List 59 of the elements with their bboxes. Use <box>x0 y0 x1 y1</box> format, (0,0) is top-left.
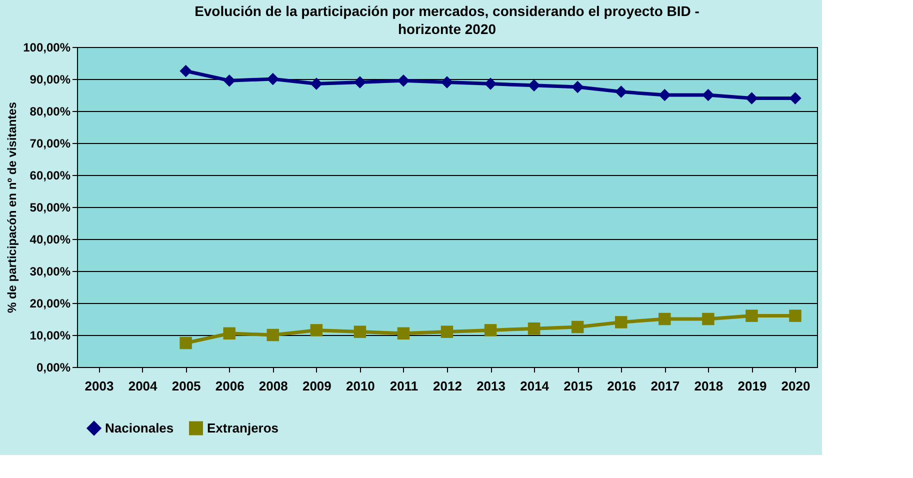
point <box>354 326 366 338</box>
point <box>310 78 323 90</box>
x-tick-label: 2010 <box>346 378 375 394</box>
x-tick-label: 2017 <box>650 378 680 394</box>
point <box>702 312 714 326</box>
point <box>180 336 192 350</box>
x-tick-label: 2015 <box>564 378 593 394</box>
point <box>223 327 236 340</box>
point <box>310 324 323 336</box>
point <box>702 88 714 102</box>
x-tick-label: 2004 <box>128 378 158 394</box>
x-tick-label: 2005 <box>172 378 201 394</box>
y-tick-label: 90,00% <box>30 72 71 86</box>
point <box>180 64 192 78</box>
x-tick-label: 2011 <box>390 378 418 394</box>
x-tick-label: 2009 <box>302 378 332 394</box>
x-tick-label: 2008 <box>258 378 288 394</box>
chart-title: Evolución de la participación por mercados, considerando el proyecto BID - horizonte 2020 <box>194 3 700 37</box>
y-tick-label: 70,00% <box>30 136 71 150</box>
point <box>397 327 410 340</box>
point <box>528 79 540 92</box>
x-tick-label: 2014 <box>520 378 550 394</box>
y-tick-label: 60,00% <box>30 168 71 182</box>
y-tick-label: 30,00% <box>30 264 71 278</box>
y-tick-label: 80,00% <box>30 104 71 118</box>
y-tick-label: 40,00% <box>30 232 71 246</box>
y-axis-title: % de participacón en nº de visitantes <box>5 102 20 314</box>
legend-label: Extranjeros <box>207 420 279 436</box>
point <box>746 310 758 322</box>
point <box>223 74 236 87</box>
y-tick-label: 10,00% <box>30 328 71 342</box>
x-tick-label: 2020 <box>781 378 810 394</box>
x-tick-label: 2006 <box>215 378 244 394</box>
point <box>440 326 454 338</box>
point <box>614 86 628 98</box>
point <box>266 328 280 342</box>
point <box>658 312 671 326</box>
point <box>528 322 540 335</box>
point <box>484 78 497 90</box>
x-tick-label: 2012 <box>433 378 462 394</box>
x-tick-label: 2003 <box>84 378 114 394</box>
point <box>658 88 671 102</box>
x-tick-label: 2018 <box>694 378 724 394</box>
y-tick-label: 100,00% <box>23 40 71 54</box>
legend-label: Nacionales <box>105 420 174 436</box>
point <box>789 310 802 322</box>
y-tick-label: 50,00% <box>30 200 71 214</box>
y-tick-label: 0,00% <box>36 360 71 374</box>
point <box>266 72 280 86</box>
point <box>354 76 366 88</box>
point <box>440 76 454 88</box>
point <box>571 320 584 334</box>
point <box>614 316 628 328</box>
point <box>789 92 802 104</box>
x-tick-label: 2019 <box>738 378 767 394</box>
point <box>484 324 497 336</box>
y-tick-label: 20,00% <box>30 296 71 310</box>
x-tick-label: 2016 <box>607 378 636 394</box>
x-tick-label: 2013 <box>476 378 506 394</box>
